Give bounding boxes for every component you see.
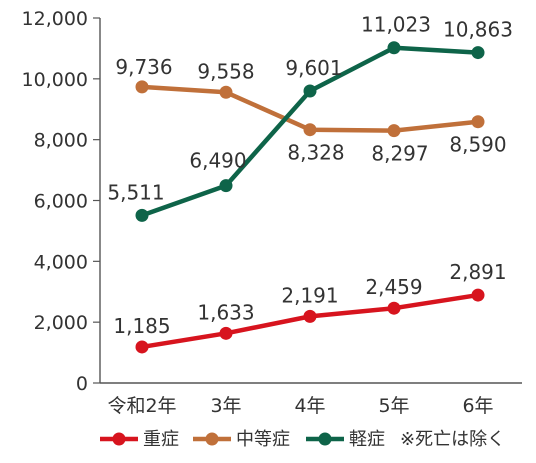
data-point xyxy=(135,340,149,354)
x-tick-label: 3年 xyxy=(210,395,241,417)
y-tick-label: 2,000 xyxy=(34,312,88,334)
y-tick-label: 8,000 xyxy=(34,130,88,152)
data-point xyxy=(219,179,233,193)
x-tick-label: 6年 xyxy=(462,395,493,417)
x-tick-label: 令和2年 xyxy=(107,395,176,417)
data-point xyxy=(471,288,485,302)
data-point xyxy=(303,84,317,98)
y-tick-label: 4,000 xyxy=(34,251,88,273)
data-point xyxy=(135,80,149,94)
legend: 重症 中等症 軽症 ※死亡は除く xyxy=(100,429,505,450)
data-point xyxy=(303,123,317,137)
data-label: 9,736 xyxy=(115,55,172,79)
y-tick-label: 12,000 xyxy=(22,8,88,30)
data-label: 2,891 xyxy=(449,260,506,284)
y-axis-ticks: 0 2,000 4,000 6,000 8,000 10,000 12,000 xyxy=(22,8,100,395)
legend-swatch-marker xyxy=(205,432,219,446)
data-point xyxy=(303,309,317,323)
data-label: 1,633 xyxy=(197,300,254,324)
data-point xyxy=(387,41,401,55)
data-label: 11,023 xyxy=(361,13,431,37)
legend-label: 中等症 xyxy=(236,429,290,450)
legend-label: 重症 xyxy=(143,429,179,450)
legend-swatch-marker xyxy=(318,432,332,446)
data-label: 5,511 xyxy=(107,180,164,204)
data-label: 8,328 xyxy=(287,141,344,165)
legend-note: ※死亡は除く xyxy=(400,429,505,450)
data-label: 8,297 xyxy=(371,142,428,166)
legend-label: 軽症 xyxy=(349,429,385,450)
y-tick-label: 10,000 xyxy=(22,69,88,91)
data-point xyxy=(387,301,401,315)
data-labels: 1,185 1,633 2,191 2,459 2,891 9,736 9,558 8,328… xyxy=(107,13,513,338)
data-point xyxy=(219,326,233,340)
data-label: 9,558 xyxy=(197,59,254,83)
data-point xyxy=(135,208,149,222)
data-point xyxy=(219,85,233,99)
data-label: 10,863 xyxy=(443,18,513,42)
data-label: 9,601 xyxy=(285,56,342,80)
data-point xyxy=(471,115,485,129)
data-label: 8,590 xyxy=(449,133,506,157)
data-label: 1,185 xyxy=(113,314,170,338)
data-point xyxy=(471,46,485,60)
data-label: 2,191 xyxy=(281,283,338,307)
y-tick-label: 0 xyxy=(76,373,88,395)
y-tick-label: 6,000 xyxy=(34,191,88,213)
x-tick-label: 5年 xyxy=(378,395,409,417)
x-axis-ticks: 令和2年 3年 4年 5年 6年 xyxy=(107,395,493,417)
x-tick-label: 4年 xyxy=(294,395,325,417)
data-label: 6,490 xyxy=(189,149,246,173)
data-point xyxy=(387,124,401,138)
legend-swatch-marker xyxy=(112,432,126,446)
data-label: 2,459 xyxy=(365,275,422,299)
series-layer xyxy=(135,41,485,354)
